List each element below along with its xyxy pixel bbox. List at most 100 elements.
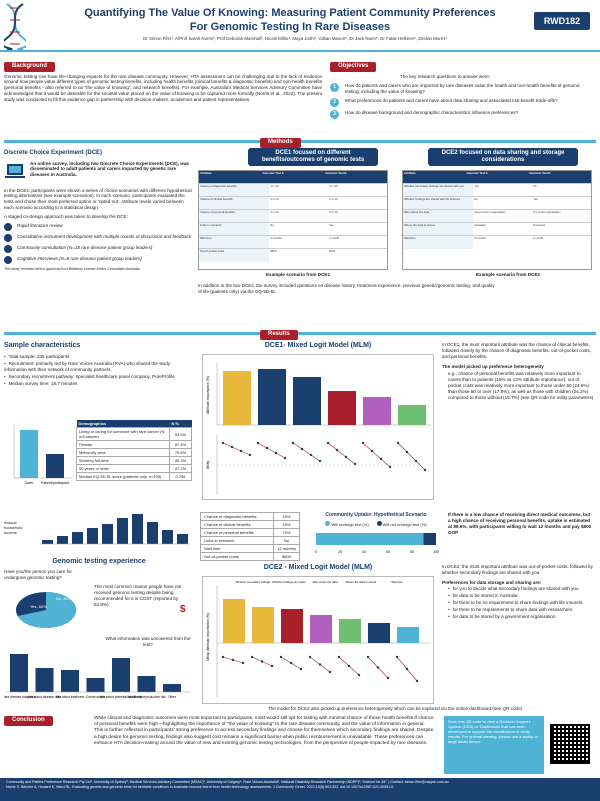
uptake-tick: 0 xyxy=(315,550,317,554)
dce2-annotation: Whether findings are share xyxy=(272,580,306,584)
test-b-value: 5 in 10 xyxy=(329,210,338,214)
dce2-utility-point xyxy=(260,660,264,663)
test-a-value: No xyxy=(474,197,478,201)
genomic-reason: The most common reason people have not r… xyxy=(94,584,182,607)
dce1-utility-point xyxy=(291,441,295,445)
dce2-caption: Example scenario from DCE2 xyxy=(475,272,541,277)
step-icon xyxy=(4,245,12,254)
attribute-label: Wait time xyxy=(199,236,270,248)
sample-bullet: Total sample: 235 participants xyxy=(4,354,194,360)
scenario-row: Wait time 12 months xyxy=(200,544,300,553)
dce1-importance-bar xyxy=(398,405,426,425)
mini-table-row: Out-of-pocket costs $500 $100 xyxy=(199,249,387,262)
poster-title: Quantifying The Value Of Knowing: Measur… xyxy=(60,7,520,35)
dce1-importance-bar xyxy=(293,377,321,425)
income-bar xyxy=(117,518,128,544)
mini-table-row: Chance of diagnostic benefits 1 in 10 2 … xyxy=(199,184,387,197)
step-icon xyxy=(4,223,12,232)
mini-table-row: Whether secondary findings are shared wi… xyxy=(403,184,591,197)
dce1-chart-title: DCE1- Mixed Logit Model (MLM) xyxy=(264,342,372,349)
dce1-utility-point xyxy=(318,459,322,463)
dce2-utility-point xyxy=(366,655,370,659)
dce1-utility-point xyxy=(405,450,409,454)
scenario-row: Out-of-pocket costs $800 xyxy=(200,552,300,561)
dce1-chart-section: DCE1- Mixed Logit Model (MLM) Attribute … xyxy=(198,342,438,502)
dce1-utility-point xyxy=(414,459,418,463)
objective-text: What preferences do patients and carers … xyxy=(345,98,558,104)
test-a-value: 1 in 10 xyxy=(270,184,279,188)
demo-label: Metro/city area xyxy=(76,448,170,457)
demographics-row: Median EQ-5D-5L score (patients only, n=… xyxy=(76,472,192,481)
dce1-y-label: Attribute Importance (%) xyxy=(206,376,210,414)
dce2-bullets: for you to decide what secondary finding… xyxy=(442,586,594,620)
mini-header-cell: Genomic Test B xyxy=(324,171,388,183)
dce2-bullet: for there to be requirements to share da… xyxy=(448,607,594,613)
genomic-testing-section: Genomic testing experience Have you/the … xyxy=(4,558,194,710)
scenario-label: Links to research xyxy=(200,536,274,545)
attribute-label: Chance of personal benefits xyxy=(199,210,270,222)
test-a-value: 6 months xyxy=(474,236,486,240)
dce1-utility-point xyxy=(335,448,339,452)
dce-text-2: In the DCEs, participants were shown a s… xyxy=(4,187,192,211)
test-b-value: $100 xyxy=(329,249,336,253)
footer-reference: Norris S, Belcher A, Howard K, Ward RL. … xyxy=(6,784,394,789)
codesign-steps: Rapid literature review Consultative inst… xyxy=(4,223,194,265)
uncovered-label: Rare disease diagnosis xyxy=(4,695,36,699)
uncovered-label: Info about disease risks xyxy=(28,695,62,699)
mini-table-header: Attribute Genomic Test A Genomic Test B xyxy=(403,171,592,184)
dce1-findings: In DCE1, the most important attribute wa… xyxy=(442,342,594,507)
demographics-row: 50 years or older 47.2% xyxy=(76,464,192,473)
scenario-label: Chance of clinical benefits xyxy=(200,520,274,529)
mini-header-cell: Genomic Test B xyxy=(528,171,592,183)
demographics-row: Female 57.4% xyxy=(76,440,192,449)
legend-willnot-text: Will not undergo test (%) xyxy=(382,522,427,528)
uncovered-bar xyxy=(86,678,105,692)
demo-value: 70.6% xyxy=(169,448,192,457)
dce1-utility-point xyxy=(256,441,260,445)
dce1-importance-bar xyxy=(223,371,251,425)
uncovered-label: Info about potential health risk xyxy=(100,695,143,699)
objective-number: 3 xyxy=(330,110,339,120)
codesign-step: Consultative instrument development with… xyxy=(4,234,194,243)
dce1-utility-line xyxy=(222,442,251,456)
scenario-label: Wait time xyxy=(200,544,274,553)
bar-label-patient: Patient/participant xyxy=(41,481,69,485)
scenario-value: 10% xyxy=(273,512,300,521)
qr-code[interactable] xyxy=(550,724,590,764)
mini-table-row: Links to research No Yes xyxy=(199,223,387,236)
dce1-utility-point xyxy=(274,451,278,455)
dollar-icon: $ xyxy=(180,604,186,615)
poster-code-badge: RWD182 xyxy=(534,12,590,30)
income-bar xyxy=(72,532,83,544)
dce1-utility-point xyxy=(283,456,287,460)
dce2-badge: DCE2 focused on data sharing and storage… xyxy=(428,148,578,167)
divider xyxy=(4,332,596,335)
demo-col-header: N % xyxy=(169,420,192,428)
dce1-chart-frame: Attribute Importance (%) Utility xyxy=(202,354,434,500)
attribute-label: Whether findings are shared with life in… xyxy=(403,197,474,209)
uncovered-bar xyxy=(61,670,79,692)
scenario-value: 70% xyxy=(273,528,300,537)
dce2-utility-point xyxy=(376,666,380,669)
title-line-1: Quantifying The Value Of Knowing: Measur… xyxy=(84,7,496,19)
demo-value: 53.5% xyxy=(169,427,192,441)
dce1-utility-line xyxy=(327,442,356,465)
test-b-value: 1 month xyxy=(533,236,544,240)
uncovered-label: Carrier status xyxy=(86,695,106,699)
step-text: Consultative instrument development with… xyxy=(17,234,192,240)
income-bar xyxy=(42,540,53,544)
dce2-utility-point xyxy=(415,679,419,683)
qr-info-box: Scan this QR code to view a Decision Sup… xyxy=(444,716,544,774)
mini-header-cell: Genomic Test A xyxy=(261,171,325,183)
dce-text-1: An online survey, including two Discrete… xyxy=(30,160,189,178)
uncovered-bar xyxy=(137,676,156,692)
dce1-utility-point xyxy=(221,441,225,445)
dce1-text-3: e.g., chance of personal benefits was re… xyxy=(448,370,594,400)
step-icon xyxy=(4,256,12,265)
mini-table-row: Chance of clinical benefits 1 in 10 1 in… xyxy=(199,197,387,210)
test-b-value: Yes xyxy=(329,223,334,227)
dce1-text-1: In DCE1, the most important attribute wa… xyxy=(442,342,592,359)
bar-label-carer: Carer xyxy=(25,481,35,485)
test-a-value: No xyxy=(270,223,274,227)
uncovered-label: Info about reproductive risk xyxy=(127,695,166,699)
